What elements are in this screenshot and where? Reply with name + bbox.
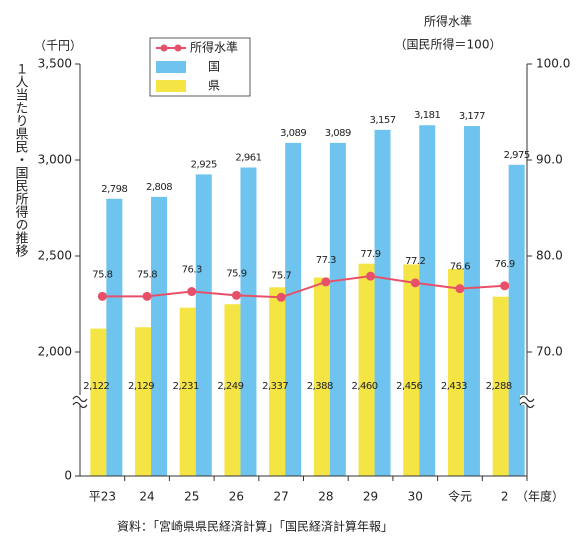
axis-break-mark	[519, 395, 535, 403]
line-marker	[410, 278, 420, 288]
legend-marker	[174, 44, 182, 52]
y2-tick-label: 70.0	[536, 345, 563, 359]
y2-tick-label: 90.0	[536, 153, 563, 167]
line-marker	[97, 291, 107, 301]
line-marker	[276, 292, 286, 302]
bar-value-label: 2,288	[486, 381, 512, 392]
legend-marker	[160, 44, 168, 52]
bar	[240, 167, 257, 476]
y2-tick-label: 100.0	[536, 57, 570, 71]
legend-label: 所得水準	[190, 40, 238, 55]
line	[102, 275, 505, 299]
bar	[195, 174, 212, 476]
x-tick-label: 26	[229, 490, 244, 504]
legend-label: 国	[208, 60, 220, 74]
bar-value-label: 2,231	[173, 381, 199, 392]
line-value-label: 76.3	[182, 265, 202, 276]
x-tick-label: 28	[318, 490, 333, 504]
bar	[151, 196, 168, 476]
bar-value-label: 2,129	[128, 381, 154, 392]
bar-value-label: 2,337	[262, 381, 288, 392]
line-marker	[231, 290, 241, 300]
x-tick-label: 30	[408, 490, 423, 504]
y-axis-title: １人当たり県民・国民所得の推移	[13, 62, 29, 257]
y-unit: （千円）	[34, 39, 82, 53]
bar-value-label: 2,388	[307, 381, 333, 392]
axis-break-gap	[73, 395, 87, 405]
y-tick-label: 2,000	[38, 345, 72, 359]
line-value-label: 76.6	[450, 262, 470, 273]
axis-break-mark	[72, 395, 88, 403]
line-value-label: 77.3	[316, 255, 336, 266]
legend-swatch	[156, 61, 186, 73]
line-marker	[187, 287, 197, 297]
bar-value-label: 2,249	[217, 381, 243, 392]
x-tick-label: 24	[139, 490, 154, 504]
line-value-label: 77.2	[405, 256, 425, 267]
bar	[313, 277, 330, 476]
bar	[358, 263, 375, 476]
line-value-label: 75.8	[92, 269, 112, 280]
bar	[374, 129, 391, 476]
bar	[329, 142, 346, 477]
line-marker	[366, 271, 376, 281]
x-unit: （年度）	[516, 489, 564, 504]
y-tick-label: 2,500	[38, 249, 72, 263]
axis-break-gap	[520, 395, 534, 405]
bar-value-label: 2,961	[235, 152, 261, 163]
bar	[106, 198, 123, 476]
bar-value-label: 2,975	[504, 150, 530, 161]
line-value-label: 75.9	[226, 268, 246, 279]
bar	[224, 304, 241, 476]
bar	[90, 328, 107, 476]
bar-value-label: 3,089	[325, 128, 351, 139]
line-value-label: 75.7	[271, 270, 291, 281]
bar	[508, 164, 525, 477]
line-value-label: 77.9	[360, 249, 380, 260]
bar-value-label: 2,460	[351, 381, 377, 392]
line-marker	[500, 281, 510, 291]
line-value-label: 75.8	[137, 269, 157, 280]
x-tick-label: 平23	[89, 490, 116, 504]
bar-value-label: 2,925	[191, 159, 217, 170]
bar	[403, 264, 420, 476]
bar-value-label: 3,181	[414, 110, 440, 121]
y-tick-label: 3,000	[38, 153, 72, 167]
x-tick-label: 2	[501, 490, 509, 504]
y2-unit: （国民所得＝100）	[395, 37, 502, 52]
y2-tick-label: 80.0	[536, 249, 563, 263]
line-marker	[455, 284, 465, 294]
bar-value-label: 3,177	[459, 111, 485, 122]
y-tick-label: 0	[64, 469, 72, 483]
y-tick-label: 3,500	[38, 57, 72, 71]
x-tick-label: 25	[184, 490, 199, 504]
line-value-label: 76.9	[495, 259, 515, 270]
bar	[463, 126, 480, 477]
bar-value-label: 2,122	[83, 381, 109, 392]
line-marker	[321, 277, 331, 287]
source: 資料：「宮崎県県民経済計算」「国民経済計算年報」	[117, 519, 393, 534]
legend-label: 県	[208, 79, 220, 93]
legend-swatch	[156, 80, 186, 92]
y2-axis-title: 所得水準	[424, 14, 472, 29]
bar	[179, 307, 196, 476]
bar-value-label: 2,798	[101, 184, 127, 195]
bar	[419, 125, 436, 477]
bar-value-label: 3,157	[369, 115, 395, 126]
bar-value-label: 2,456	[396, 381, 422, 392]
bar-value-label: 2,433	[441, 381, 467, 392]
bar-value-label: 2,808	[146, 182, 172, 193]
x-tick-label: 27	[274, 490, 289, 504]
bar	[447, 268, 464, 476]
bar	[269, 287, 286, 476]
line-marker	[142, 291, 152, 301]
bar	[135, 327, 152, 476]
x-tick-label: 29	[363, 490, 378, 504]
bar	[285, 142, 302, 477]
bar	[492, 296, 509, 476]
x-tick-label: 令元	[448, 489, 472, 504]
bar-value-label: 3,089	[280, 128, 306, 139]
